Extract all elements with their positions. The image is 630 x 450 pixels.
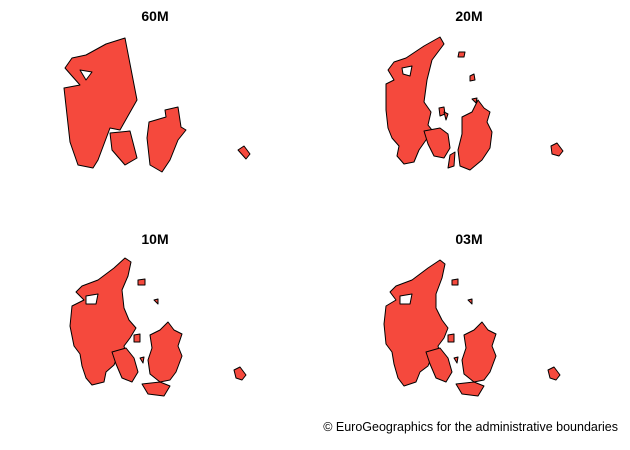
islet-shape [443, 111, 449, 121]
funen-shape [425, 347, 453, 383]
funen-shape [109, 130, 138, 166]
islet-shape [457, 51, 466, 58]
map-panel-60m [63, 37, 251, 173]
bornholm-shape [550, 142, 564, 157]
lolland-shape [141, 381, 171, 397]
map-panel-03m [383, 259, 561, 397]
copyright-caption: © EuroGeographics for the administrative… [323, 420, 618, 434]
islet-shape [153, 298, 159, 305]
panel-title-10m: 10M [141, 231, 169, 247]
lolland-shape [447, 151, 456, 169]
funen-shape [111, 347, 139, 383]
lolland-shape [455, 381, 485, 397]
islet-shape [438, 106, 446, 117]
bornholm-shape [233, 366, 247, 381]
islet-shape [139, 356, 145, 364]
islet-shape [451, 278, 459, 286]
map-panel-10m [69, 257, 247, 397]
islet-shape [471, 97, 478, 104]
jutland-shape [63, 37, 138, 169]
panel-title-60m: 60M [141, 8, 169, 24]
islet-shape [133, 333, 141, 343]
islet-shape [137, 278, 146, 286]
zealand-shape [147, 321, 183, 383]
bornholm-shape [237, 145, 251, 160]
panel-title-03m: 03M [455, 231, 483, 247]
panel-title-20m: 20M [455, 8, 483, 24]
zealand-shape [461, 321, 497, 383]
islet-shape [469, 73, 476, 82]
bornholm-shape [547, 366, 561, 381]
islet-shape [447, 333, 455, 343]
islet-shape [467, 298, 473, 305]
funen-shape [423, 127, 451, 159]
zealand-shape [146, 106, 187, 173]
map-panel-20m [385, 36, 564, 171]
zealand-shape [457, 99, 493, 171]
islet-shape [453, 356, 459, 364]
